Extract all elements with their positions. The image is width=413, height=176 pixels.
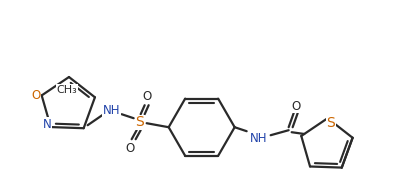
Text: O: O <box>290 100 299 113</box>
Text: CH₃: CH₃ <box>57 85 77 95</box>
Text: NH: NH <box>249 132 267 145</box>
Text: O: O <box>31 89 40 102</box>
Text: S: S <box>135 115 144 129</box>
Text: N: N <box>42 118 51 131</box>
Text: S: S <box>325 116 334 130</box>
Text: O: O <box>142 90 151 103</box>
Text: NH: NH <box>103 104 120 117</box>
Text: O: O <box>125 142 134 155</box>
